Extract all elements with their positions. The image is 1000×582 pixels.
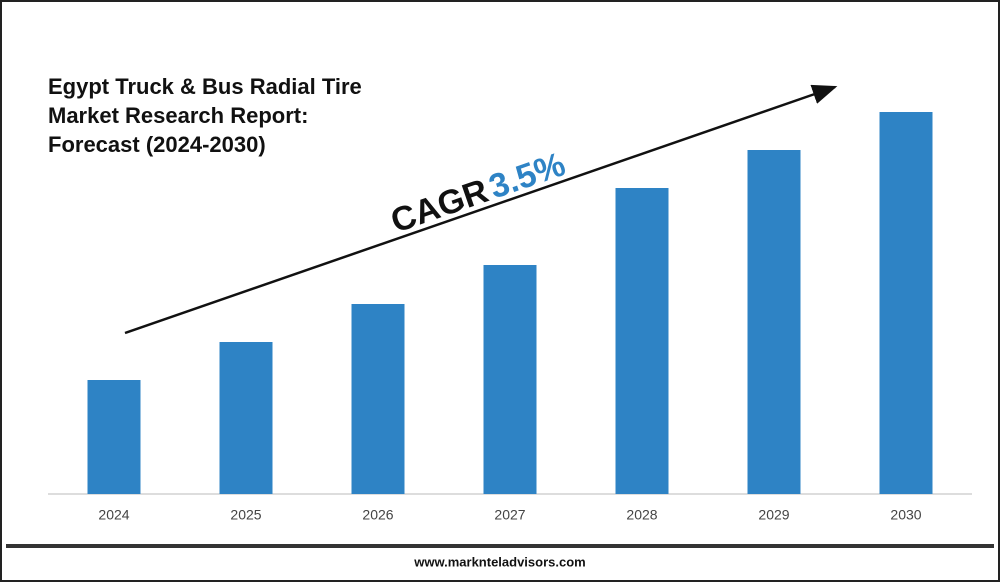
- bar: [483, 265, 537, 494]
- x-tick-label: 2030: [890, 507, 921, 523]
- bar: [87, 380, 141, 494]
- bar: [615, 188, 669, 494]
- chart-title: Forecast (2024-2030): [48, 132, 266, 157]
- bar: [351, 304, 405, 494]
- footer: www.marknteladvisors.com: [413, 554, 585, 569]
- chart-title: Egypt Truck & Bus Radial Tire: [48, 74, 362, 99]
- bar: [879, 112, 933, 494]
- x-tick-label: 2025: [230, 507, 261, 523]
- bar: [747, 150, 801, 494]
- x-tick-label: 2029: [758, 507, 789, 523]
- chart-title: Market Research Report:: [48, 103, 308, 128]
- x-tick-label: 2027: [494, 507, 525, 523]
- x-tick-label: 2028: [626, 507, 657, 523]
- x-tick-label: 2026: [362, 507, 393, 523]
- trend-arrow: [124, 84, 838, 335]
- bar: [219, 342, 273, 494]
- x-tick-label: 2024: [98, 507, 129, 523]
